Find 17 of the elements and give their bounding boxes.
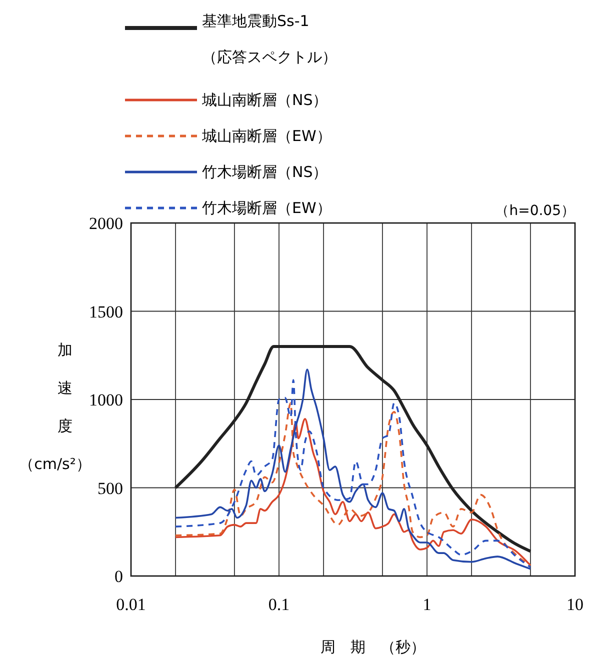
legend-label: 城山南断層（EW） bbox=[201, 127, 332, 145]
x-tick-label: 10 bbox=[566, 595, 584, 614]
x-tick-label: 0.01 bbox=[116, 595, 146, 614]
y-tick-label: 0 bbox=[114, 567, 123, 586]
x-axis-title: 周 期 （秒） bbox=[320, 638, 426, 656]
text: 基準地震動Ss-1 （応答スペクトル） bbox=[202, 12, 337, 66]
legend-label: 竹木場断層（EW） bbox=[202, 199, 332, 217]
legend-label: 城山南断層（NS） bbox=[201, 91, 328, 109]
y-tick-label: 1000 bbox=[89, 390, 123, 410]
text: 加速度（cm/s²） bbox=[19, 341, 91, 473]
y-tick-label: 500 bbox=[98, 478, 123, 498]
y-tick-label: 2000 bbox=[89, 214, 123, 233]
legend-label: 竹木場断層（NS） bbox=[202, 163, 328, 181]
y-tick-label: 1500 bbox=[89, 302, 123, 322]
x-tick-label: 1 bbox=[422, 595, 432, 614]
x-tick-label: 0.1 bbox=[268, 595, 290, 614]
text: （h=0.05） bbox=[495, 203, 575, 219]
